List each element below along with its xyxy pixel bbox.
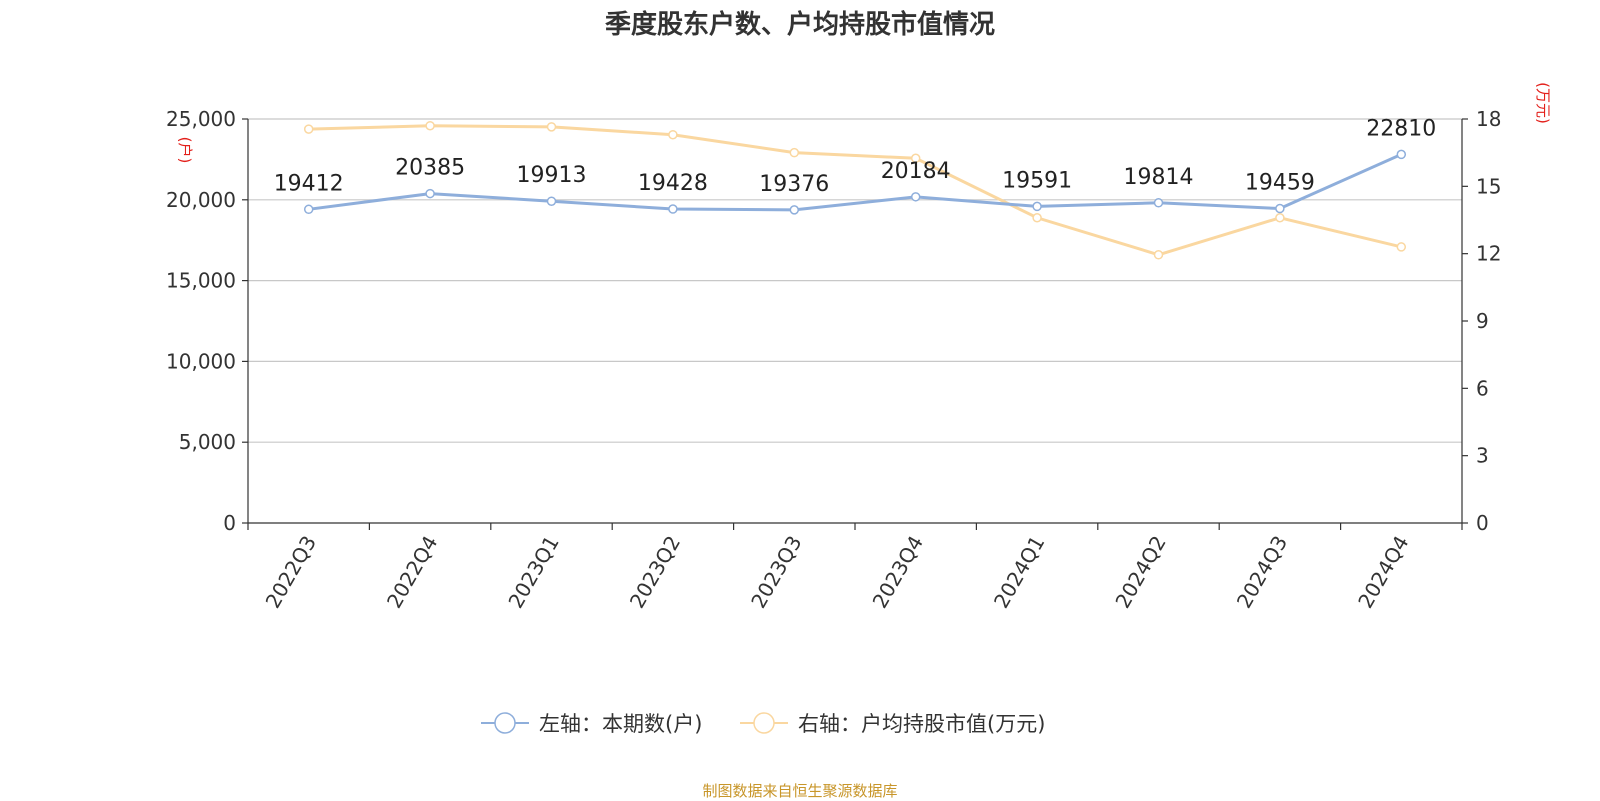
data-label: 19591 xyxy=(1002,168,1072,193)
right-tick-label: 9 xyxy=(1476,309,1489,333)
right-tick-label: 3 xyxy=(1476,444,1489,468)
left-series-point xyxy=(910,192,921,202)
x-tick-label: 2023Q4 xyxy=(868,532,928,613)
x-tick-label: 2022Q3 xyxy=(261,532,321,613)
x-tick-label: 2023Q3 xyxy=(746,532,806,613)
data-label: 19814 xyxy=(1124,165,1194,190)
left-tick-label: 20,000 xyxy=(166,188,236,212)
right-series-point xyxy=(1275,213,1285,223)
right-tick-label: 15 xyxy=(1476,174,1501,198)
right-tick-label: 0 xyxy=(1476,511,1489,535)
data-label: 22810 xyxy=(1366,116,1436,141)
left-series-point xyxy=(1032,201,1042,212)
left-series-point xyxy=(1275,203,1285,214)
data-label: 19376 xyxy=(759,172,829,197)
legend-right-marker xyxy=(753,712,775,734)
right-tick-label: 12 xyxy=(1476,242,1501,266)
right-tick-label: 18 xyxy=(1476,107,1501,131)
source-note: 制图数据来自恒生聚源数据库 xyxy=(702,782,898,800)
right-series-point xyxy=(546,122,557,132)
x-tick-label: 2024Q3 xyxy=(1232,532,1292,613)
x-tick-label: 2023Q2 xyxy=(625,532,685,613)
data-label: 20184 xyxy=(881,159,951,184)
x-tick-label: 2024Q4 xyxy=(1353,532,1413,613)
right-series-point xyxy=(910,153,921,164)
right-series-point xyxy=(1396,242,1407,252)
chart-title: 季度股东户数、户均持股市值情况 xyxy=(604,10,995,40)
legend-right-label: 右轴：户均持股市值(万元) xyxy=(798,712,1045,736)
right-series-point xyxy=(425,120,435,131)
left-series-point xyxy=(425,188,435,199)
x-tick-label: 2024Q1 xyxy=(989,532,1049,613)
right-series-point xyxy=(789,147,800,158)
left-series-point xyxy=(668,204,678,214)
right-axis-unit: (万元) xyxy=(1534,82,1552,124)
data-label: 20385 xyxy=(395,156,465,181)
right-tick-label: 6 xyxy=(1476,376,1489,400)
x-tick-label: 2022Q4 xyxy=(382,532,442,613)
left-series-point xyxy=(546,196,557,206)
data-label: 19428 xyxy=(638,171,708,196)
x-tick-label: 2024Q2 xyxy=(1110,532,1170,613)
legend-left-label: 左轴：本期数(户) xyxy=(539,712,702,736)
right-series-point xyxy=(1032,213,1042,223)
left-tick-label: 5,000 xyxy=(179,430,236,454)
right-series-line xyxy=(308,124,1402,257)
left-series-line xyxy=(308,153,1402,212)
left-tick-label: 0 xyxy=(223,511,236,535)
right-series-point xyxy=(1153,250,1164,260)
left-tick-label: 25,000 xyxy=(166,107,236,131)
data-label: 19459 xyxy=(1245,171,1315,196)
x-tick-label: 2023Q1 xyxy=(503,532,563,613)
data-label: 19412 xyxy=(274,171,344,196)
left-series-point xyxy=(1396,149,1407,160)
left-series-point xyxy=(303,204,314,215)
left-tick-label: 15,000 xyxy=(166,269,236,293)
legend-left-marker xyxy=(494,712,516,734)
data-label: 19913 xyxy=(517,163,587,188)
left-series-point xyxy=(1153,198,1164,208)
left-axis-unit: (户) xyxy=(176,137,194,164)
left-series-point xyxy=(789,205,800,215)
left-tick-label: 10,000 xyxy=(166,349,236,373)
right-series-point xyxy=(303,124,314,134)
right-series-point xyxy=(668,129,678,140)
